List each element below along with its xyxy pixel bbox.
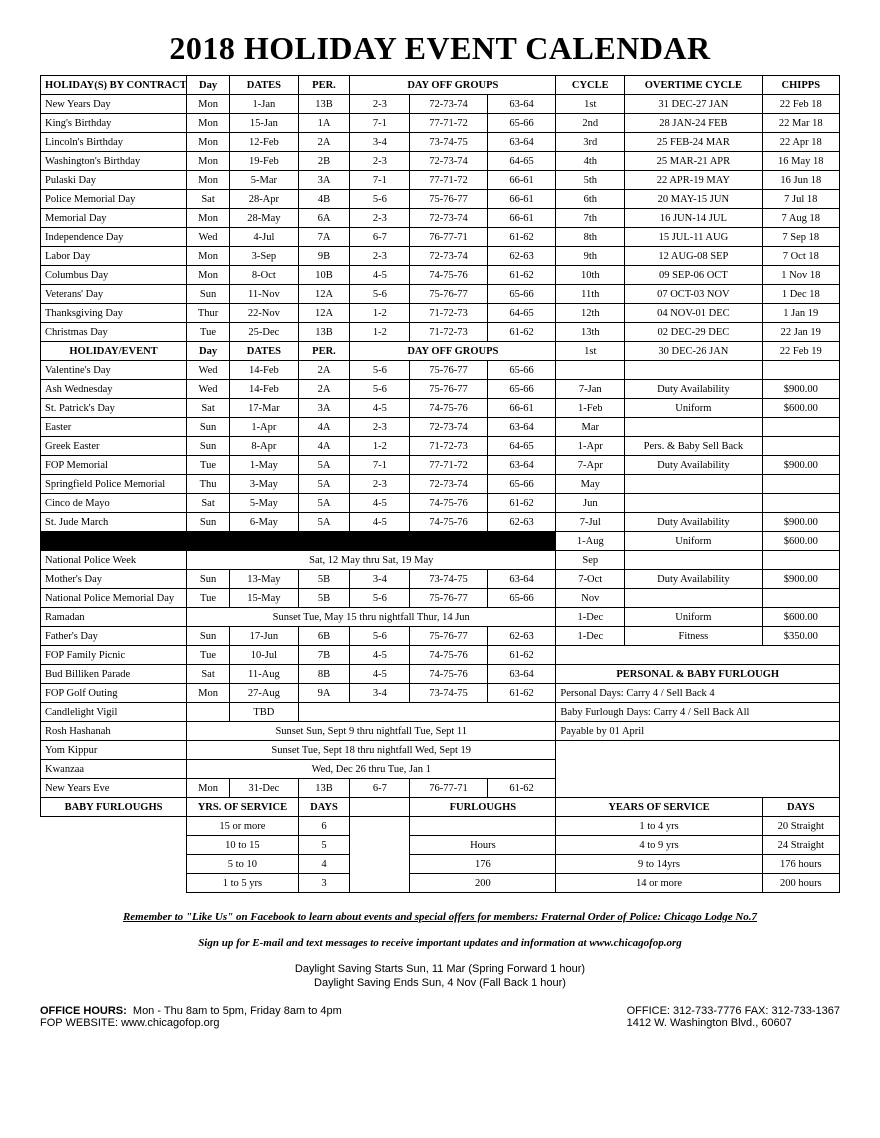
table-row: Bud Billiken ParadeSat11-Aug8B4-574-75-7… — [41, 665, 840, 684]
table-row: Washington's BirthdayMon19-Feb2B2-372-73… — [41, 152, 840, 171]
col-holiday: HOLIDAY(S) BY CONTRACT — [41, 76, 187, 95]
col-per: PER. — [298, 76, 350, 95]
col-overtime: OVERTIME CYCLE — [625, 76, 762, 95]
col-chipps: CHIPPS — [762, 76, 839, 95]
office-hours: Mon - Thu 8am to 5pm, Friday 8am to 4pm — [133, 1005, 342, 1017]
dst-start: Daylight Saving Starts Sun, 11 Mar (Spri… — [40, 963, 840, 975]
signup-note: Sign up for E-mail and text messages to … — [40, 937, 840, 949]
table-row: Labor DayMon3-Sep9B2-372-73-7462-639th12… — [41, 247, 840, 266]
table-row: Mother's DaySun13-May5B3-473-74-7563-647… — [41, 570, 840, 589]
table-row: Springfield Police MemorialThu3-May5A2-3… — [41, 475, 840, 494]
table-row: Thanksgiving DayThur22-Nov12A1-271-72-73… — [41, 304, 840, 323]
calendar-table: HOLIDAY(S) BY CONTRACTDayDATESPER.DAY OF… — [40, 75, 840, 893]
table-row: King's BirthdayMon15-Jan1A7-177-71-7265-… — [41, 114, 840, 133]
table-row: RamadanSunset Tue, May 15 thru nightfall… — [41, 608, 840, 627]
table-row: FOP Family PicnicTue10-Jul7B4-574-75-766… — [41, 646, 840, 665]
table-row: Police Memorial DaySat28-Apr4B5-675-76-7… — [41, 190, 840, 209]
table-row: St. Patrick's DaySat17-Mar3A4-574-75-766… — [41, 399, 840, 418]
table-row: HOLIDAY/EVENTDayDATESPER.DAY OFF GROUPS1… — [41, 342, 840, 361]
table-row: FOP Golf OutingMon27-Aug9A3-473-74-7561-… — [41, 684, 840, 703]
table-row: HOLIDAY(S) BY CONTRACTDayDATESPER.DAY OF… — [41, 76, 840, 95]
table-row: EasterSun1-Apr4A2-372-73-7463-64Mar — [41, 418, 840, 437]
website: www.chicagofop.org — [121, 1017, 219, 1029]
table-row: 15 or more61 to 4 yrs20 Straight — [41, 817, 840, 836]
col-groups: DAY OFF GROUPS — [350, 76, 556, 95]
table-row: Memorial DayMon28-May6A2-372-73-7466-617… — [41, 209, 840, 228]
phone: OFFICE: 312-733-7776 FAX: 312-733-1367 — [627, 1005, 840, 1017]
facebook-note: Remember to "Like Us" on Facebook to lea… — [40, 911, 840, 923]
col-cycle: CYCLE — [556, 76, 625, 95]
table-row: BABY FURLOUGHSYRS. OF SERVICEDAYSFURLOUG… — [41, 798, 840, 817]
table-row: Yom KippurSunset Tue, Sept 18 thru night… — [41, 741, 840, 760]
footer: Remember to "Like Us" on Facebook to lea… — [40, 911, 840, 1029]
table-row: Valentine's DayWed14-Feb2A5-675-76-7765-… — [41, 361, 840, 380]
table-row: Christmas DayTue25-Dec13B1-271-72-7361-6… — [41, 323, 840, 342]
address: 1412 W. Washington Blvd., 60607 — [627, 1017, 840, 1029]
table-row: FOP MemorialTue1-May5A7-177-71-7263-647-… — [41, 456, 840, 475]
table-row: 1-AugUniform$600.00 — [41, 532, 840, 551]
table-row: Candlelight VigilTBDBaby Furlough Days: … — [41, 703, 840, 722]
page-title: 2018 HOLIDAY EVENT CALENDAR — [40, 30, 840, 67]
table-row: Columbus DayMon8-Oct10B4-574-75-7661-621… — [41, 266, 840, 285]
table-row: Independence DayWed4-Jul7A6-776-77-7161-… — [41, 228, 840, 247]
col-dates: DATES — [230, 76, 299, 95]
table-row: Veterans' DaySun11-Nov12A5-675-76-7765-6… — [41, 285, 840, 304]
table-row: National Police Memorial DayTue15-May5B5… — [41, 589, 840, 608]
website-label: FOP WEBSITE: — [40, 1017, 118, 1029]
office-hours-label: OFFICE HOURS: — [40, 1005, 127, 1017]
table-row: Greek EasterSun8-Apr4A1-271-72-7364-651-… — [41, 437, 840, 456]
table-row: New Years DayMon1-Jan13B2-372-73-7463-64… — [41, 95, 840, 114]
table-row: Pulaski DayMon5-Mar3A7-177-71-7266-615th… — [41, 171, 840, 190]
table-row: National Police WeekSat, 12 May thru Sat… — [41, 551, 840, 570]
table-row: Lincoln's BirthdayMon12-Feb2A3-473-74-75… — [41, 133, 840, 152]
dst-end: Daylight Saving Ends Sun, 4 Nov (Fall Ba… — [40, 977, 840, 989]
table-row: Ash WednesdayWed14-Feb2A5-675-76-7765-66… — [41, 380, 840, 399]
table-row: Cinco de MayoSat5-May5A4-574-75-7661-62J… — [41, 494, 840, 513]
col-day: Day — [187, 76, 230, 95]
table-row: Father's DaySun17-Jun6B5-675-76-7762-631… — [41, 627, 840, 646]
table-row: Rosh HashanahSunset Sun, Sept 9 thru nig… — [41, 722, 840, 741]
table-row: St. Jude MarchSun6-May5A4-574-75-7662-63… — [41, 513, 840, 532]
